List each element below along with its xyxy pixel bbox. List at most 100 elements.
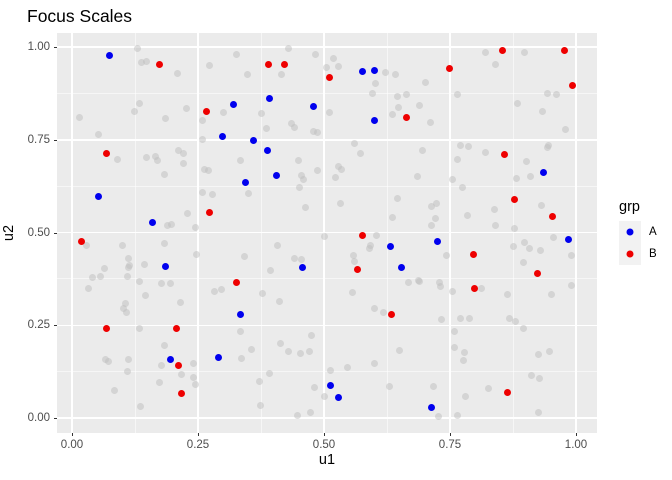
data-point-A	[327, 382, 335, 390]
background-point	[267, 266, 275, 274]
background-point	[189, 359, 197, 367]
legend-key	[619, 221, 641, 243]
background-point	[312, 50, 320, 58]
background-point	[523, 157, 531, 165]
background-point	[379, 308, 387, 316]
background-point	[327, 366, 335, 374]
background-point	[276, 340, 284, 348]
background-point	[257, 110, 265, 118]
background-point	[321, 233, 328, 241]
y-tick-label: 0.00	[27, 412, 50, 424]
background-point	[562, 126, 570, 134]
gridline-minor-horizontal	[57, 278, 597, 280]
background-point	[427, 202, 435, 210]
background-point	[371, 79, 379, 87]
background-point	[485, 384, 493, 392]
background-point	[535, 350, 543, 358]
background-point	[274, 241, 282, 249]
background-point	[511, 224, 518, 232]
background-point	[416, 278, 424, 286]
background-point	[343, 364, 351, 372]
background-point	[367, 242, 375, 250]
plot-panel	[57, 33, 597, 433]
background-point	[237, 157, 245, 165]
background-point	[310, 127, 318, 135]
background-point	[192, 251, 200, 259]
background-point	[520, 238, 528, 246]
background-point	[481, 148, 489, 156]
background-point	[94, 131, 102, 139]
legend-item-label: A	[649, 226, 657, 238]
gridline-minor-horizontal	[57, 185, 597, 187]
data-point-A	[263, 147, 271, 155]
data-point-A	[434, 237, 442, 245]
background-point	[548, 291, 556, 299]
x-tick-mark	[450, 433, 451, 436]
background-point	[336, 200, 344, 208]
gridline-major-horizontal	[57, 139, 597, 141]
legend-key-dot	[626, 250, 634, 258]
background-point	[101, 265, 109, 273]
background-point	[492, 222, 500, 230]
background-point	[538, 202, 546, 210]
background-point	[199, 188, 207, 196]
gridline-major-horizontal	[57, 324, 597, 326]
data-point-B	[549, 213, 557, 221]
x-tick-label: 0.00	[60, 439, 84, 451]
background-point	[350, 140, 358, 148]
background-point	[82, 242, 90, 250]
y-tick-mark	[54, 232, 57, 234]
data-point-A	[310, 102, 318, 110]
data-point-B	[265, 61, 273, 69]
background-point	[550, 233, 558, 241]
background-point	[199, 117, 207, 125]
background-point	[133, 45, 141, 53]
background-point	[122, 300, 130, 308]
background-point	[211, 287, 219, 295]
background-point	[323, 64, 331, 72]
background-point	[125, 355, 133, 363]
background-point	[167, 280, 175, 288]
background-point	[395, 346, 403, 354]
gridline-minor-horizontal	[57, 371, 597, 373]
gridline-minor-horizontal	[57, 92, 597, 94]
data-point-A	[371, 67, 379, 75]
legend-key	[619, 243, 641, 265]
background-point	[492, 61, 500, 69]
background-point	[330, 54, 338, 62]
background-point	[297, 172, 305, 180]
data-point-B	[470, 285, 478, 293]
x-tick-mark	[72, 433, 73, 436]
background-point	[140, 261, 148, 269]
background-point	[123, 367, 131, 375]
background-point	[453, 411, 461, 419]
background-point	[527, 372, 535, 380]
data-point-A	[237, 311, 245, 319]
background-point	[369, 89, 377, 97]
background-point	[388, 111, 396, 119]
background-point	[349, 251, 357, 259]
background-point	[393, 195, 401, 203]
background-point	[137, 402, 145, 410]
data-point-A	[161, 263, 169, 271]
background-point	[437, 282, 445, 290]
data-point-A	[272, 171, 280, 179]
y-tick-mark	[54, 139, 57, 141]
background-point	[153, 157, 161, 165]
x-tick-mark	[198, 433, 199, 436]
data-point-A	[218, 133, 226, 141]
background-point	[321, 393, 328, 401]
background-point	[337, 165, 345, 173]
data-point-A	[241, 178, 249, 186]
gridline-major-horizontal	[57, 231, 597, 234]
legend-item-A: A	[619, 221, 657, 243]
background-point	[371, 305, 379, 313]
background-point	[449, 288, 457, 296]
background-point	[463, 212, 471, 220]
background-point	[285, 348, 293, 356]
background-point	[450, 328, 458, 336]
background-point	[191, 223, 199, 231]
background-point	[151, 152, 159, 160]
background-point	[155, 378, 163, 386]
